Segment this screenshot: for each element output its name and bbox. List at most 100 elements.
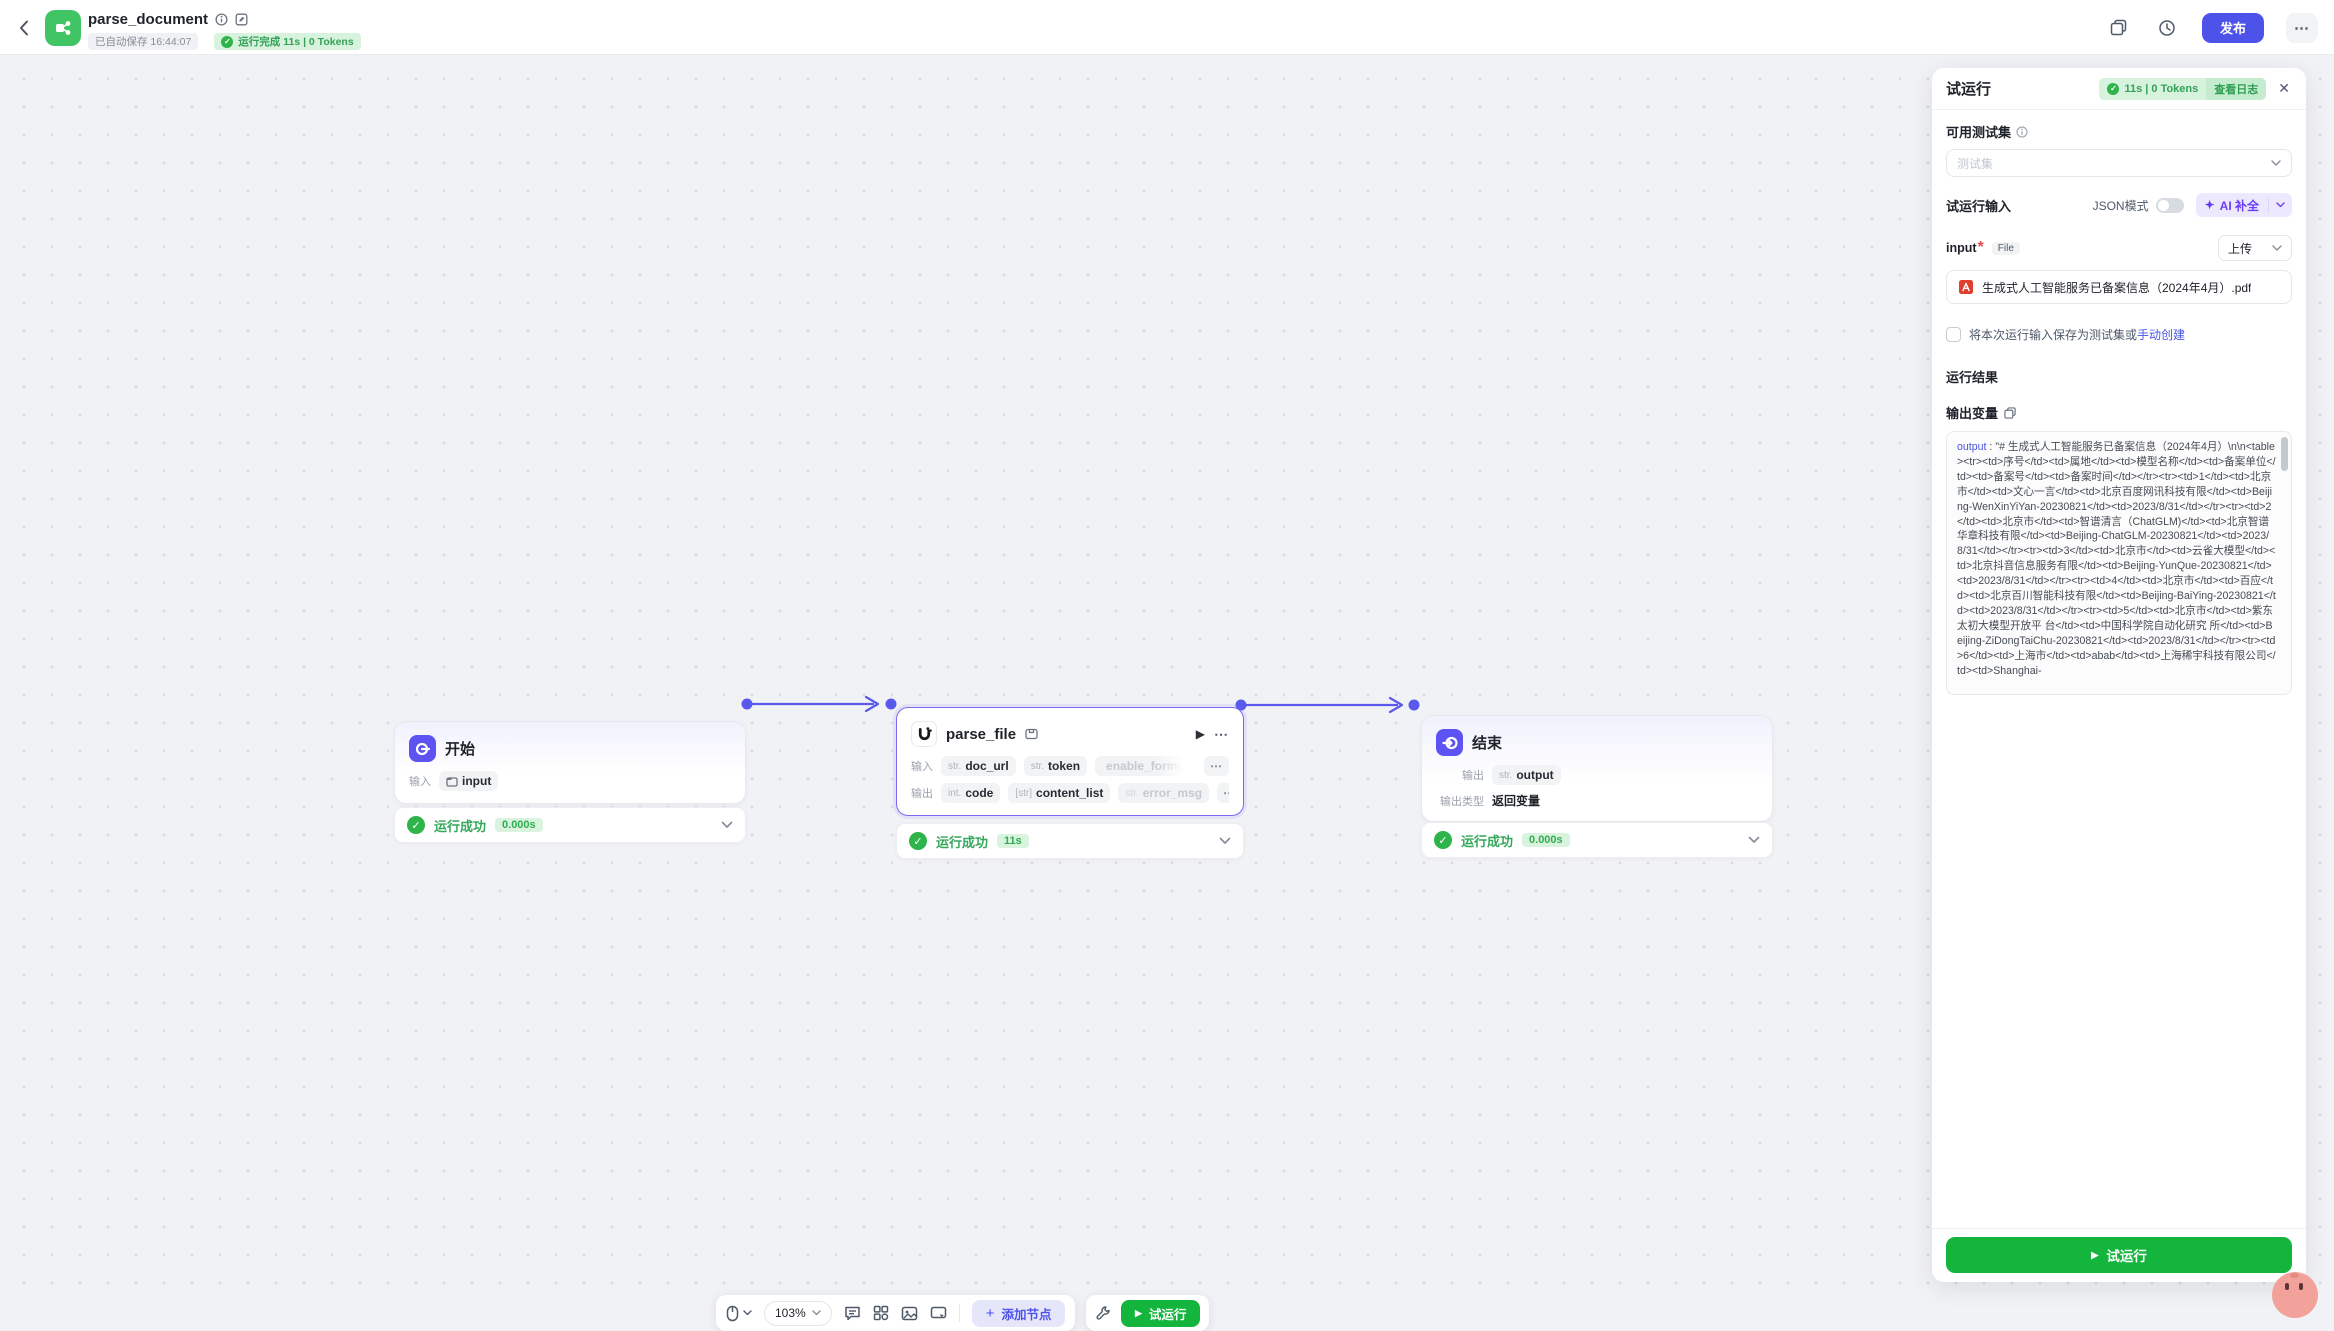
output-vars-title: 输出变量 [1946,403,1998,422]
chevron-down-icon[interactable] [721,821,733,829]
publish-button[interactable]: 发布 [2202,13,2264,43]
output-variable-text: output : "# 生成式人工智能服务已备案信息（2024年4月）\n\n<… [1957,440,2277,679]
start-status-text: 运行成功 [434,816,486,835]
auto-layout-button[interactable] [873,1305,889,1321]
upload-select[interactable]: 上传 [2218,235,2292,261]
zoom-level-select[interactable]: 103% [764,1301,832,1326]
node-parse-file[interactable]: parse_file ▶ ⋯ 输入 str.doc_url str.token … [896,707,1244,816]
scrollbar-thumb[interactable] [2281,437,2288,471]
param-tag[interactable]: enable_formula [1095,756,1183,776]
output-variable-box[interactable]: output : "# 生成式人工智能服务已备案信息（2024年4月）\n\n<… [1946,431,2292,695]
param-tag[interactable]: int.code [941,783,1000,803]
more-button[interactable]: ⋯ [2286,13,2318,43]
uploaded-file-name: 生成式人工智能服务已备案信息（2024年4月）.pdf [1982,279,2251,296]
param-tag[interactable]: [str]content_list [1008,783,1110,803]
minimap-button[interactable] [930,1306,947,1321]
canvas-toolbar: 103% + 添加节点 [716,1295,1075,1331]
duplicate-icon[interactable] [2106,15,2132,41]
start-status-time: 0.000s [495,818,543,832]
start-input-tag[interactable]: input [439,771,498,791]
param-tag[interactable]: str.output [1492,765,1561,785]
workflow-app-icon [45,10,81,46]
ai-complete-button[interactable]: ✦ AI 补全 [2196,193,2292,217]
topbar: parse_document 已自动保存 16:44:07 ✓ 运行完成 11s… [0,0,2334,55]
snapshot-button[interactable] [901,1306,918,1321]
assistant-mascot[interactable] [2272,1272,2318,1318]
testset-select[interactable]: 测试集 [1946,149,2292,177]
info-icon [2016,126,2028,138]
testset-placeholder: 测试集 [1957,155,2271,172]
chevron-down-icon[interactable] [1219,837,1231,845]
param-tag[interactable]: str.doc_url [941,756,1016,776]
parse-status-bar[interactable]: ✓ 运行成功 11s [896,823,1244,859]
end-node-icon [1436,729,1463,756]
param-tag[interactable]: str.token [1024,756,1087,776]
info-icon[interactable] [215,13,228,26]
autosave-badge: 已自动保存 16:44:07 [88,33,198,50]
mouse-mode-button[interactable] [726,1305,752,1322]
end-node-title: 结束 [1472,732,1502,753]
history-icon[interactable] [2154,15,2180,41]
param-tag[interactable]: str.error_msg [1118,783,1209,803]
save-as-testset-checkbox[interactable] [1946,327,1961,342]
uploaded-file[interactable]: 生成式人工智能服务已备案信息（2024年4月）.pdf [1946,270,2292,304]
end-output-label: 输出 [1436,767,1484,783]
success-check-icon: ✓ [909,832,927,850]
node-run-button[interactable]: ▶ [1196,727,1205,741]
more-params-button[interactable]: ⋯ [1204,756,1229,776]
node-start[interactable]: 开始 输入 input [394,721,746,804]
chevron-down-icon[interactable] [1748,836,1760,844]
page-title: parse_document [88,11,208,28]
view-log-link[interactable]: 查看日志 [2206,78,2266,100]
testset-label: 可用测试集 [1946,122,2011,141]
test-run-panel: 试运行 ✓ 11s | 0 Tokens 查看日志 ✕ 可用测试集 测试集 试运… [1932,68,2306,1282]
start-status-bar[interactable]: ✓ 运行成功 0.000s [394,807,746,843]
close-icon[interactable]: ✕ [2276,78,2292,99]
required-mark: * [1978,239,1984,257]
pdf-icon [1958,279,1974,295]
back-button[interactable] [12,16,36,40]
manual-create-link[interactable]: 手动创建 [2137,328,2185,342]
end-status-text: 运行成功 [1461,831,1513,850]
test-run-button[interactable]: ▶ 试运行 [1121,1300,1200,1327]
start-node-icon [409,735,436,762]
folder-icon [446,776,458,787]
play-icon: ▶ [1135,1308,1142,1319]
chevron-down-icon [2271,160,2281,167]
zoom-level-value: 103% [775,1306,806,1320]
success-check-icon: ✓ [1434,831,1452,849]
panel-test-run-button[interactable]: ▶ 试运行 [1946,1237,2292,1273]
chevron-down-icon [812,1310,821,1316]
json-mode-toggle[interactable] [2156,198,2184,213]
comment-button[interactable] [844,1305,861,1321]
plugin-window-icon [1025,728,1038,740]
sparkle-icon: ✦ [2205,198,2215,212]
start-node-title: 开始 [445,738,475,759]
parse-status-time: 11s [997,834,1029,848]
input-field-name: input [1946,241,1977,255]
run-toolbar: ▶ 试运行 [1086,1295,1209,1331]
more-params-button[interactable]: ⋯ [1217,783,1229,803]
edit-icon[interactable] [235,13,248,26]
save-as-testset-label: 将本次运行输入保存为测试集或手动创建 [1969,326,2185,343]
plus-icon: + [986,1305,995,1322]
ai-complete-dropdown[interactable] [2269,202,2292,208]
debug-tools-button[interactable] [1095,1305,1111,1321]
end-output-type-label: 输出类型 [1436,793,1484,809]
run-input-section-label: 试运行输入 [1946,196,2011,215]
start-input-label: 输入 [409,773,431,789]
play-icon: ▶ [2091,1250,2098,1261]
end-output-type-value: 返回变量 [1492,792,1540,809]
run-complete-badge: ✓ 运行完成 11s | 0 Tokens [214,33,360,50]
run-result-badge: ✓ 11s | 0 Tokens 查看日志 [2099,78,2266,100]
node-more-button[interactable]: ⋯ [1214,726,1229,743]
parse-output-label: 输出 [911,785,933,801]
json-mode-label: JSON模式 [2093,197,2149,214]
end-status-bar[interactable]: ✓ 运行成功 0.000s [1421,822,1773,858]
run-stats: 11s | 0 Tokens [2124,83,2198,95]
add-node-button[interactable]: + 添加节点 [972,1300,1066,1327]
run-result-title: 运行结果 [1946,367,2292,386]
node-end[interactable]: 结束 输出 str.output 输出类型 返回变量 [1421,715,1773,822]
end-status-time: 0.000s [1522,833,1570,847]
copy-icon[interactable] [2004,407,2016,419]
